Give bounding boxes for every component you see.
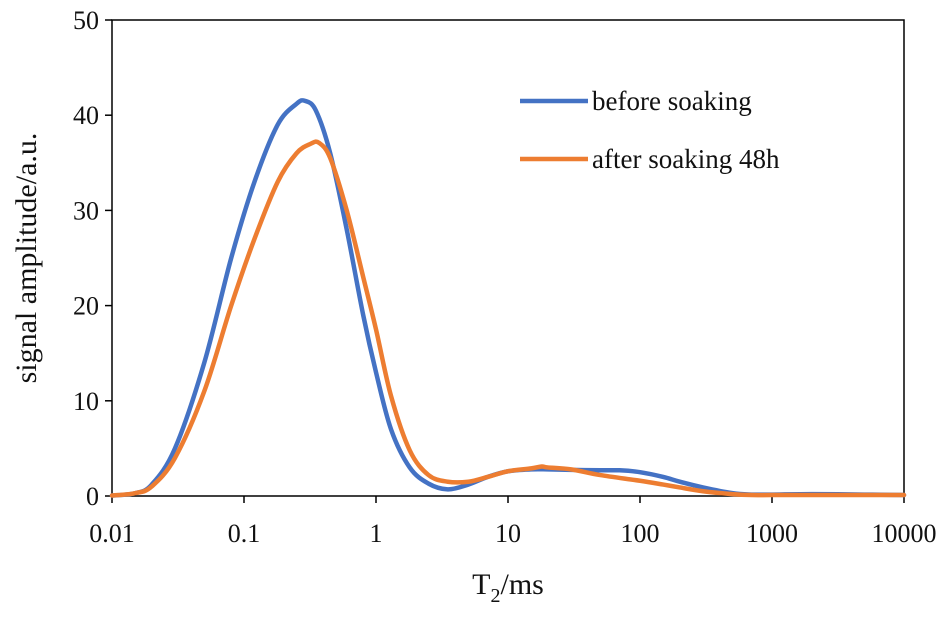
x-axis-ticks: 0.01 0.1 1 10 100 1000 10000 (89, 496, 937, 548)
x-tick-label: 0.01 (89, 519, 135, 548)
x-tick-label: 10000 (872, 519, 937, 548)
x-axis-title-main: T (472, 568, 490, 601)
y-tick-label: 0 (86, 482, 99, 511)
y-tick-label: 50 (73, 6, 99, 35)
y-tick-label: 40 (73, 101, 99, 130)
x-tick-label: 10 (495, 519, 521, 548)
x-tick-label: 0.1 (228, 519, 261, 548)
legend-label-before-soaking: before soaking (592, 86, 752, 116)
x-tick-label: 1000 (746, 519, 798, 548)
x-axis-title-unit: /ms (500, 568, 543, 601)
series-line-before-soaking (109, 98, 907, 498)
y-axis-title: signal amplitude/a.u. (10, 133, 43, 384)
y-tick-label: 30 (73, 196, 99, 225)
legend-label-after-soaking-48h: after soaking 48h (592, 144, 780, 174)
series-line-after-soaking-48h (109, 139, 907, 498)
y-tick-label: 10 (73, 387, 99, 416)
legend: before soaking after soaking 48h (520, 86, 780, 174)
x-axis-title-subscript: 2 (490, 585, 500, 607)
x-axis-title: T2/ms (472, 568, 544, 607)
x-tick-label: 1 (370, 519, 383, 548)
y-tick-label: 20 (73, 292, 99, 321)
y-axis-ticks: 0 10 20 30 40 50 (73, 6, 112, 511)
x-tick-label: 100 (621, 519, 660, 548)
plot-area (111, 19, 905, 497)
series-layer (109, 98, 907, 498)
